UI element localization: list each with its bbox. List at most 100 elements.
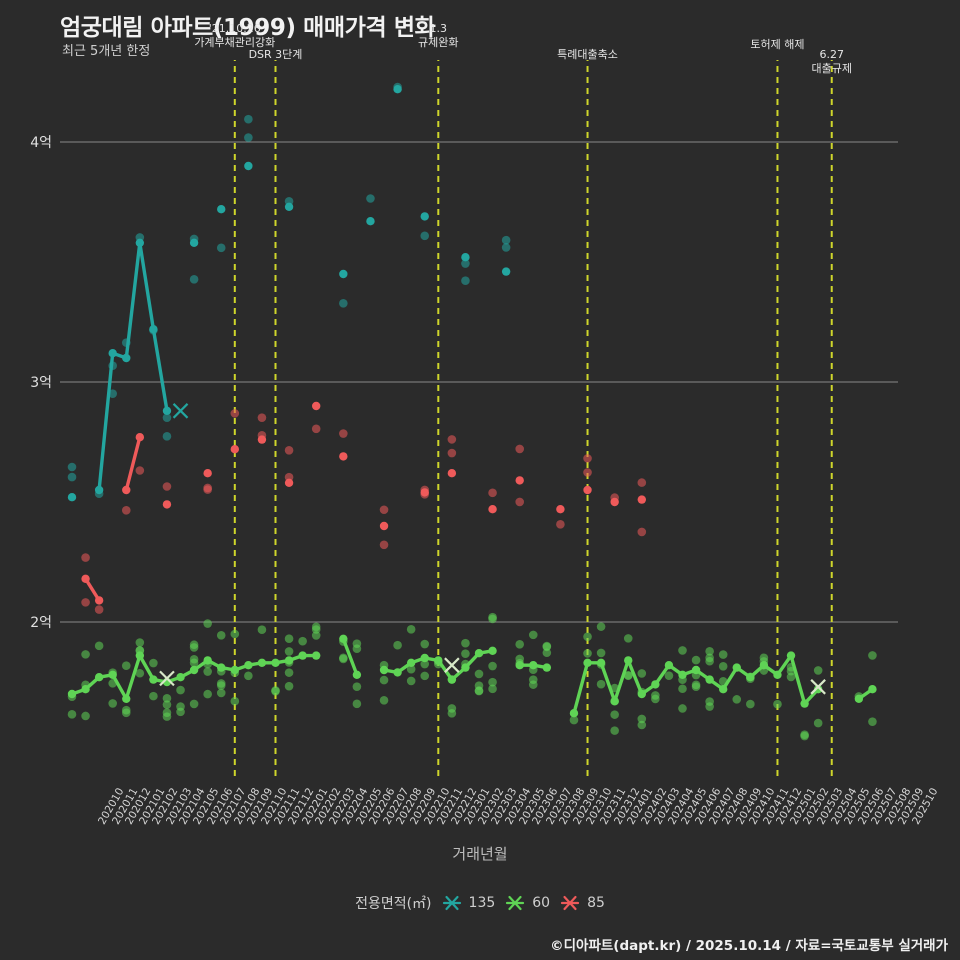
scatter-point <box>284 445 294 455</box>
scatter-point <box>596 648 606 658</box>
y-tick-label: 2억 <box>30 615 52 631</box>
scatter-point <box>352 639 362 648</box>
legend-label: 135 <box>468 895 496 911</box>
legend-title: 전용면적(㎡) <box>355 896 432 912</box>
series-marker <box>515 661 524 670</box>
scatter-point <box>583 649 592 658</box>
series-marker <box>569 709 579 718</box>
scatter-point <box>515 654 524 664</box>
star-marker-135-icon <box>442 894 462 912</box>
scatter-point <box>637 714 647 724</box>
series-marker <box>257 435 267 444</box>
scatter-point <box>406 624 416 634</box>
scatter-point <box>67 710 77 719</box>
series-marker <box>284 478 294 487</box>
series-marker <box>610 697 619 706</box>
series-marker <box>556 505 565 514</box>
annotation-label: DSR 3단계 <box>249 48 303 62</box>
annotation-label: 특례대출축소 <box>557 48 618 62</box>
scatter-point <box>515 497 524 507</box>
series-marker <box>705 675 714 684</box>
y-tick-label: 3억 <box>30 375 52 391</box>
series-marker <box>230 445 239 454</box>
scatter-point <box>420 659 430 669</box>
series-marker <box>420 212 429 221</box>
scatter-point <box>339 429 348 438</box>
series-marker <box>81 685 90 694</box>
scatter-point <box>271 686 280 696</box>
series-marker <box>149 675 158 684</box>
series-marker <box>447 675 457 684</box>
series-marker <box>596 658 606 667</box>
series-marker <box>813 685 823 694</box>
y-tick-label: 4억 <box>30 135 52 151</box>
scatter-point <box>149 658 158 668</box>
series-marker <box>759 661 769 670</box>
legend-item-85[interactable]: 85 <box>560 894 605 912</box>
scatter-point <box>705 653 714 663</box>
scatter-point <box>759 653 769 663</box>
scatter-point <box>488 612 497 622</box>
scatter-point <box>121 708 131 718</box>
series-marker <box>366 217 375 226</box>
scatter-point <box>461 638 470 648</box>
scatter-point <box>515 444 524 454</box>
scatter-point <box>162 693 172 703</box>
scatter-point <box>135 466 145 475</box>
scatter-point <box>189 699 199 709</box>
scatter-point <box>610 726 619 735</box>
page-title: 엄궁대림 아파트(1999) 매매가격 변화 <box>60 15 436 41</box>
series-marker <box>610 497 619 507</box>
series-85 <box>81 401 646 605</box>
cross-marker <box>172 403 189 419</box>
legend-item-135[interactable]: 135 <box>442 894 496 912</box>
x-axis-title: 거래년월 <box>452 845 508 863</box>
scatter-point <box>244 671 253 681</box>
scatter-point <box>162 432 172 441</box>
series-marker <box>67 689 77 699</box>
series-marker <box>108 349 117 358</box>
scatter-point <box>488 684 497 694</box>
scatter-point <box>203 667 212 676</box>
series-line <box>83 577 101 603</box>
series-marker <box>637 495 646 504</box>
scatter-point <box>339 298 348 308</box>
series-marker <box>284 202 294 211</box>
scatter-point <box>732 695 742 704</box>
scatter-point <box>189 643 199 652</box>
scatter-point <box>447 435 457 444</box>
series-marker <box>203 656 212 665</box>
scatter-point <box>705 697 714 706</box>
scatter-point <box>311 625 321 634</box>
chart-plot-area: 2억 3억 4억 202010 202011 202012 202101 202102 202… <box>30 22 940 827</box>
legend-item-60[interactable]: 60 <box>505 894 550 912</box>
scatter-point <box>447 704 457 713</box>
scatter-point <box>379 695 389 705</box>
annotation-text: 토허제 해제 <box>750 38 805 51</box>
scatter-point <box>583 468 592 477</box>
scatter-point <box>216 679 226 688</box>
scatter-point <box>284 647 294 656</box>
scatter-point <box>108 699 117 708</box>
series-marker <box>162 500 172 509</box>
scatter-point <box>81 650 90 659</box>
scatter-point <box>189 274 199 284</box>
scatter-point <box>542 641 552 651</box>
scatter-point <box>556 520 565 529</box>
scatter-point <box>339 653 348 663</box>
scatter-point <box>800 730 809 740</box>
series-marker <box>515 476 524 485</box>
series-135 <box>67 85 511 502</box>
annotation-text: 규제완화 <box>418 35 459 49</box>
scatter-point <box>366 194 375 203</box>
scatter-point <box>216 630 226 640</box>
series-marker <box>94 485 104 495</box>
scatter-point <box>81 553 90 562</box>
series-marker <box>94 673 104 682</box>
scatter-point <box>447 448 457 458</box>
scatter-point <box>664 671 674 680</box>
scatter-point <box>583 632 592 641</box>
scatter-point <box>230 629 240 639</box>
scatter-point <box>379 505 389 515</box>
scatter-point <box>203 619 212 628</box>
